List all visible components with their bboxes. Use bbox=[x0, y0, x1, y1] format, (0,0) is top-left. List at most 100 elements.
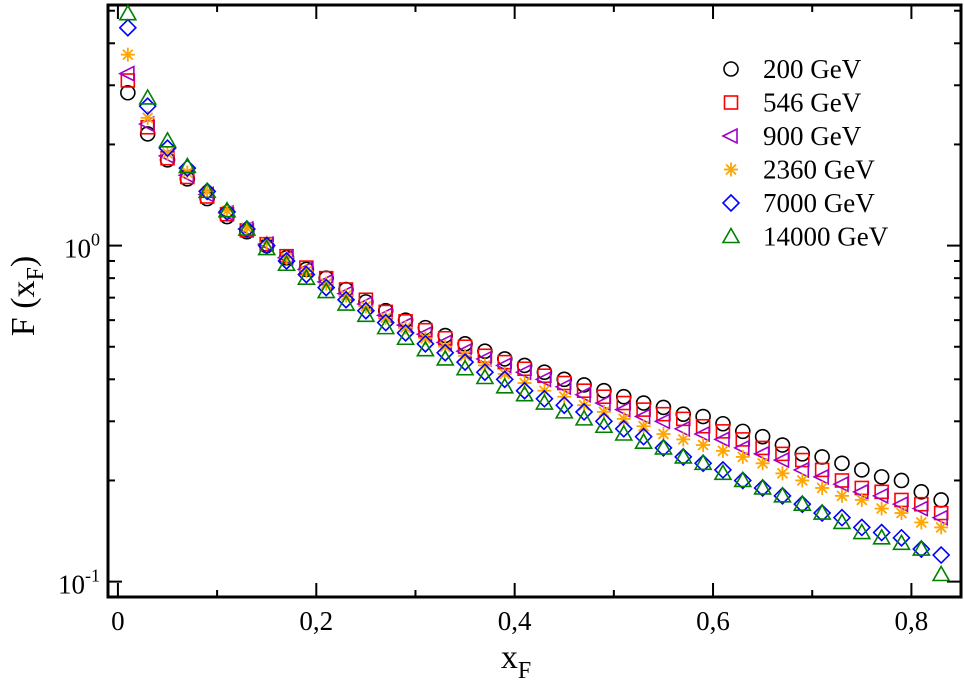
data-point bbox=[455, 359, 475, 376]
data-point bbox=[914, 515, 929, 530]
data-point bbox=[654, 438, 673, 455]
legend-marker bbox=[721, 127, 738, 145]
data-point bbox=[693, 425, 710, 443]
data-point bbox=[913, 484, 930, 500]
data-point bbox=[911, 539, 931, 556]
data-point bbox=[752, 445, 770, 463]
data-point bbox=[793, 495, 812, 514]
data-point bbox=[614, 424, 634, 441]
x-axis-title: xF bbox=[501, 639, 531, 684]
data-point bbox=[594, 416, 614, 434]
legend-label: 200 GeV bbox=[763, 54, 862, 84]
data-point bbox=[514, 363, 532, 381]
asterisk-stroke bbox=[725, 163, 737, 176]
data-point bbox=[934, 520, 949, 535]
asterisk-stroke bbox=[638, 420, 650, 432]
data-point bbox=[435, 349, 455, 366]
legend-marker bbox=[723, 61, 739, 77]
data-point bbox=[494, 357, 512, 374]
legend-marker bbox=[721, 193, 741, 213]
asterisk-stroke bbox=[657, 428, 670, 440]
data-point bbox=[554, 402, 574, 419]
data-point bbox=[296, 268, 316, 285]
asterisk-stroke bbox=[419, 332, 431, 344]
data-point bbox=[673, 420, 691, 438]
y-axis-title-subscript: F bbox=[23, 267, 49, 280]
data-point bbox=[891, 495, 909, 513]
data-point bbox=[297, 265, 316, 284]
data-point bbox=[834, 455, 850, 472]
data-point bbox=[158, 131, 177, 148]
data-point bbox=[775, 466, 790, 481]
data-point bbox=[754, 428, 771, 445]
data-point bbox=[871, 487, 889, 505]
asterisk-stroke bbox=[479, 359, 491, 371]
data-point bbox=[674, 447, 693, 467]
data-point bbox=[237, 219, 256, 239]
asterisk-stroke bbox=[816, 482, 828, 494]
data-point bbox=[773, 486, 792, 503]
data-point bbox=[118, 4, 138, 21]
legend-marker bbox=[723, 95, 739, 110]
data-point bbox=[158, 139, 177, 158]
asterisk-stroke bbox=[598, 406, 610, 418]
data-point bbox=[734, 423, 751, 440]
asterisk-stroke bbox=[161, 147, 174, 160]
data-point bbox=[257, 238, 277, 256]
asterisk-stroke bbox=[380, 312, 392, 324]
data-point bbox=[356, 301, 376, 320]
data-point bbox=[118, 65, 135, 82]
data-point bbox=[137, 115, 155, 133]
data-point bbox=[814, 449, 830, 465]
data-point bbox=[515, 381, 534, 400]
x-tick-label: 0,2 bbox=[299, 606, 333, 636]
data-point bbox=[596, 404, 611, 419]
asterisk-stroke bbox=[399, 322, 412, 334]
asterisk-stroke bbox=[697, 439, 709, 451]
data-point bbox=[675, 406, 692, 422]
data-point bbox=[574, 386, 591, 403]
asterisk-stroke bbox=[618, 413, 630, 425]
legend-marker bbox=[721, 226, 741, 244]
data-point bbox=[715, 443, 730, 458]
data-point bbox=[676, 432, 691, 447]
y-tick-label: 100 bbox=[64, 230, 100, 264]
asterisk-stroke bbox=[717, 445, 729, 457]
data-point bbox=[515, 385, 534, 402]
data-point bbox=[815, 480, 830, 495]
x-tick-label: 0,6 bbox=[696, 606, 730, 636]
data-point bbox=[257, 236, 276, 255]
data-point bbox=[854, 492, 869, 507]
data-point bbox=[495, 370, 514, 389]
y-axis-title-close-paren: ) bbox=[5, 256, 42, 267]
data-point bbox=[792, 461, 810, 479]
y-tick-label: 10-1 bbox=[58, 566, 100, 600]
data-point bbox=[376, 318, 396, 335]
data-point bbox=[475, 350, 492, 368]
data-point bbox=[774, 437, 791, 453]
data-point bbox=[911, 500, 929, 517]
data-point bbox=[713, 431, 730, 448]
asterisk-stroke bbox=[142, 112, 154, 124]
data-point bbox=[277, 254, 296, 272]
data-point bbox=[396, 323, 415, 342]
data-point bbox=[894, 506, 909, 521]
asterisk-stroke bbox=[776, 467, 789, 479]
data-point bbox=[792, 494, 812, 511]
data-point bbox=[120, 47, 135, 62]
data-point bbox=[594, 412, 614, 431]
data-point bbox=[695, 408, 711, 425]
data-point bbox=[852, 522, 872, 540]
data-point bbox=[118, 18, 137, 37]
data-point bbox=[693, 454, 713, 473]
data-point bbox=[735, 449, 750, 464]
data-markers bbox=[118, 4, 951, 582]
data-point bbox=[475, 363, 495, 382]
data-point bbox=[872, 528, 892, 545]
data-point bbox=[733, 470, 753, 488]
data-point bbox=[178, 159, 197, 178]
data-point bbox=[832, 512, 852, 530]
data-point bbox=[832, 508, 852, 527]
asterisk-stroke bbox=[122, 49, 134, 61]
data-point bbox=[772, 451, 790, 469]
